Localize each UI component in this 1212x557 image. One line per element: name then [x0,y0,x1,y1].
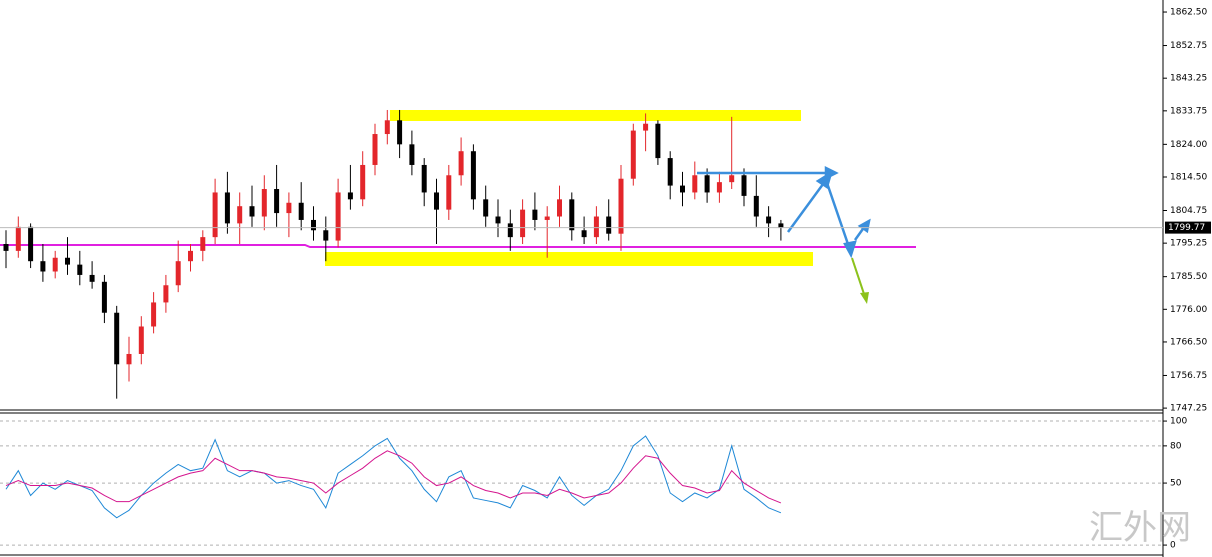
y-tick-label: 100 [1170,417,1187,427]
candle-body [212,192,218,238]
candle-body [766,216,772,224]
forecast-arrows [697,165,871,259]
candle-body [470,151,476,200]
candle-body [680,185,685,193]
y-tick-label: 1756.75 [1170,371,1207,381]
candle-body [52,257,58,272]
resistance-zone [390,110,801,121]
candle-body [729,175,735,183]
candle-body [544,216,550,220]
arrow-head [857,218,871,234]
candle-body [286,202,292,214]
y-tick-label: 1804.75 [1170,206,1207,216]
support-line [0,244,916,248]
candle-body [335,192,341,241]
y-tick-label: 50 [1170,479,1182,489]
y-tick-label: 1766.50 [1170,337,1207,347]
oscillator-line [5,450,782,504]
candle-body [483,199,489,217]
candle-body [716,182,722,193]
candle-body [507,223,513,238]
y-tick-label: 1795.25 [1170,239,1207,249]
candle-body [458,151,464,176]
candle-body [434,192,439,210]
candle-body [89,274,95,282]
candle-body [126,353,132,365]
candle-body [77,264,83,275]
candle-body [630,130,636,179]
candle-body [606,216,612,234]
current-price-label: 1799.77 [1168,223,1205,233]
candle-body [409,144,415,165]
arrow-head [815,170,834,189]
y-tick-label: 1747.25 [1170,404,1207,414]
candle-body [65,257,70,265]
candle-body [704,175,710,193]
candle-body [446,175,452,210]
candle-body [778,223,784,228]
candle-body [360,164,366,200]
y-tick-label: 1833.75 [1170,106,1207,116]
candle-body [261,189,267,217]
candle-body [397,120,403,145]
candle-body [495,216,501,224]
candle-body [347,192,353,200]
candle-body [151,302,157,327]
candle-body [274,189,280,214]
candle-body [298,202,304,220]
oscillator-line [5,435,782,519]
candle-body [224,192,230,224]
candle-body [569,199,575,231]
y-tick-label: 1843.25 [1170,74,1207,84]
y-tick-label: 1776.00 [1170,305,1207,315]
candle-body [3,244,9,251]
candle-body [311,219,316,231]
candle-body [40,261,46,272]
candle-body [421,164,427,193]
candle-body [138,326,144,354]
candle-body [249,206,255,217]
arrow-head [860,292,869,304]
candle-body [175,261,181,286]
arrow [851,257,865,295]
candles [3,109,784,399]
candle-body [237,206,243,224]
candle-body [323,230,329,241]
candle-body [618,178,624,234]
y-tick-label: 0 [1170,541,1176,551]
candle-body [15,226,21,251]
candle-body [384,120,390,135]
watermark: 汇外网 [1089,508,1191,548]
support-zone [325,252,813,266]
y-tick-label: 1862.50 [1170,8,1207,18]
candle-body [655,123,661,159]
y-tick-label: 1814.50 [1170,172,1207,182]
y-tick-label: 80 [1170,441,1182,451]
current-price-box [1165,221,1211,234]
candle-body [101,281,107,313]
candle-body [741,175,747,196]
candle-body [163,285,169,303]
candle-body [114,312,120,365]
candle-body [667,158,673,186]
candle-body [532,209,538,220]
arrow-head [843,240,857,259]
candle-body [200,237,206,251]
y-tick-label: 1824.00 [1170,140,1207,150]
candle-body [520,209,526,238]
y-tick-label: 1852.75 [1170,41,1207,51]
candle-body [692,175,698,193]
candle-body [643,123,649,131]
candle-body [188,250,193,262]
candle-body [28,226,34,262]
candle-body [581,230,587,238]
candle-body [372,134,378,165]
y-tick-label: 1785.50 [1170,272,1207,282]
candle-body [557,199,562,217]
candle-body [593,216,599,238]
candle-body [753,195,759,217]
